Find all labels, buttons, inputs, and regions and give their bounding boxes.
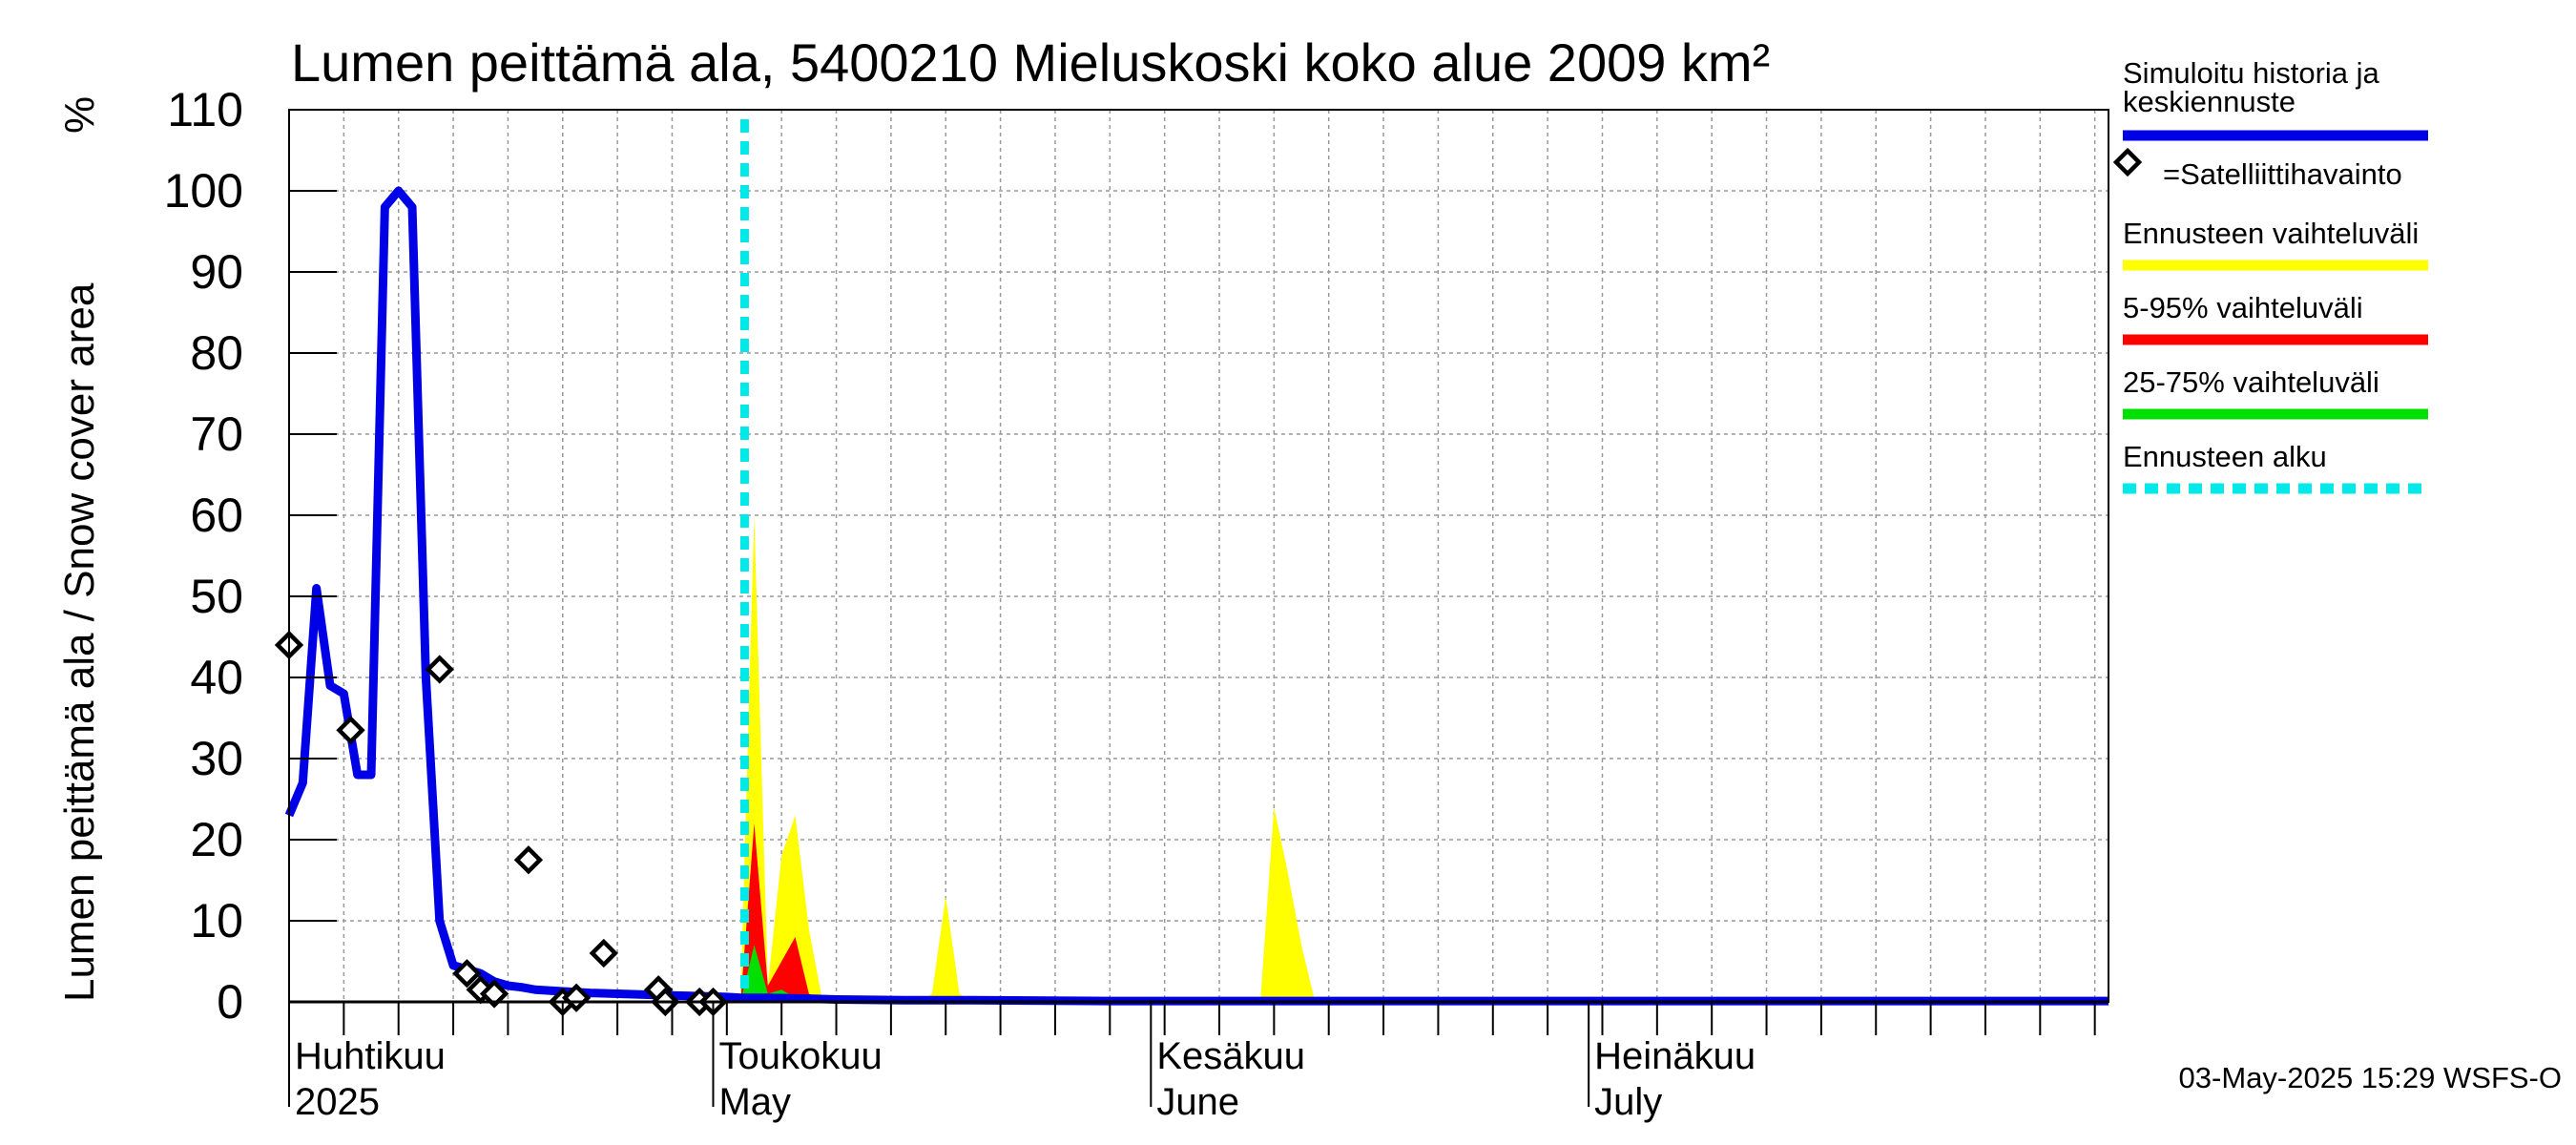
y-axis-label: Lumen peittämä ala / Snow cover area xyxy=(56,282,103,1002)
legend-label: 5-95% vaihteluväli xyxy=(2123,291,2363,324)
y-tick-label: 20 xyxy=(190,813,243,866)
legend-label: 25-75% vaihteluväli xyxy=(2123,365,2379,399)
satellite-observation-marker xyxy=(589,938,618,968)
y-tick-label: 40 xyxy=(190,651,243,704)
chart-title: Lumen peittämä ala, 5400210 Mieluskoski … xyxy=(291,32,1770,93)
satellite-observation-marker xyxy=(513,845,544,875)
legend-label: Simuloitu historia ja xyxy=(2123,56,2380,90)
y-tick-label: 70 xyxy=(190,407,243,461)
legend-marker-swatch xyxy=(2112,147,2143,177)
y-axis-unit: % xyxy=(56,96,103,134)
y-tick-label: 30 xyxy=(190,732,243,785)
month-label-fi: Heinäkuu xyxy=(1594,1035,1755,1077)
y-tick-label: 80 xyxy=(190,326,243,380)
satellite-observation-marker xyxy=(452,959,482,989)
legend-label: Ennusteen vaihteluväli xyxy=(2123,217,2419,250)
y-tick-label: 60 xyxy=(190,489,243,542)
satellite-observation-marker xyxy=(561,983,592,1012)
y-tick-label: 50 xyxy=(190,570,243,623)
satellite-observation-marker xyxy=(479,979,509,1009)
month-label-fi: Huhtikuu xyxy=(295,1035,446,1077)
satellite-observation-marker xyxy=(425,655,454,684)
month-label-en: 2025 xyxy=(295,1081,380,1123)
y-tick-label: 110 xyxy=(167,83,243,136)
legend-label: keskiennuste xyxy=(2123,85,2296,118)
y-tick-label: 90 xyxy=(190,245,243,299)
timestamp-footer: 03-May-2025 15:29 WSFS-O xyxy=(2179,1061,2562,1094)
month-label-en: July xyxy=(1594,1081,1662,1123)
month-label-fi: Kesäkuu xyxy=(1156,1035,1305,1077)
legend-label: Ennusteen alku xyxy=(2123,440,2327,473)
legend-label: =Satelliittihavainto xyxy=(2163,157,2402,191)
y-tick-labels: 0 10 20 30 40 50 60 70 80 90 100 110 xyxy=(164,83,243,1029)
plot-axes xyxy=(288,109,2109,1035)
month-label-en: May xyxy=(718,1081,791,1123)
month-label-en: June xyxy=(1156,1081,1239,1123)
y-tick-label: 100 xyxy=(164,164,243,218)
month-label-fi: Toukokuu xyxy=(718,1035,882,1077)
grid-lines xyxy=(289,109,2109,1003)
satellite-observation-marker xyxy=(336,716,365,745)
y-tick-label: 10 xyxy=(190,894,243,947)
y-tick-label: 0 xyxy=(217,975,243,1029)
